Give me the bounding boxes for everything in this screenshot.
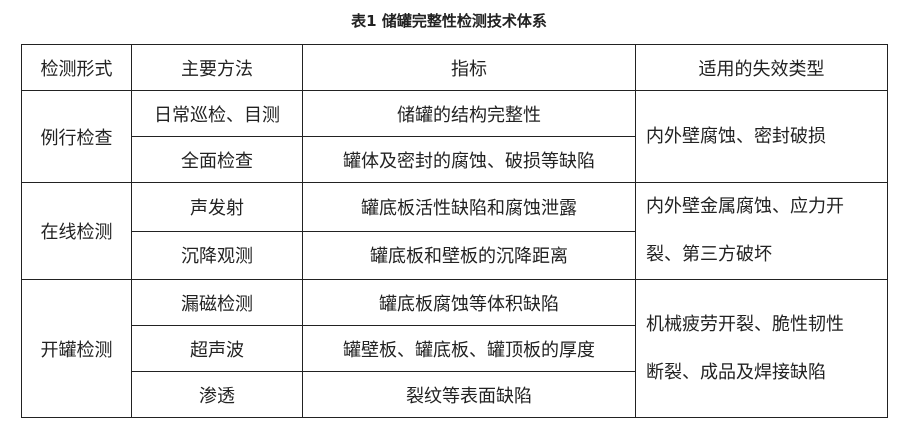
table-row: 全面检查 罐体及密封的腐蚀、破损等缺陷 [22, 136, 888, 183]
table-row: 开罐检测 漏磁检测 罐底板腐蚀等体积缺陷 机械疲劳开裂、脆性韧性 断裂、成品及焊接… [21, 279, 888, 418]
indicator-cell: 裂纹等表面缺陷 [302, 371, 636, 418]
table-row: 超声波 罐壁板、罐底板、罐顶板的厚度 [22, 325, 888, 372]
failure-cell: 内外壁腐蚀、密封破损 [635, 90, 888, 183]
table-row: 渗透 裂纹等表面缺陷 [22, 371, 888, 418]
table-caption: 表1 储罐完整性检测技术体系 [351, 12, 547, 30]
method-cell: 全面检查 [131, 136, 303, 183]
table-row: 沉降观测 罐底板和壁板的沉降距离 [22, 230, 888, 280]
failure-cell: 机械疲劳开裂、脆性韧性 断裂、成品及焊接缺陷 [635, 279, 888, 418]
header-cell: 检测形式 [21, 44, 132, 91]
form-cell: 例行检查 [21, 90, 132, 183]
method-cell: 日常巡检、目测 [131, 90, 303, 137]
failure-line: 内外壁腐蚀、密封破损 [646, 125, 826, 147]
inspection-system-table: 检测形式 主要方法 指标 适用的失效类型 例行检查 日常巡检、目测 储罐的结构完… [21, 44, 888, 418]
failure-line: 内外壁金属腐蚀、应力开 [646, 196, 844, 217]
failure-line: 机械疲劳开裂、脆性韧性 [646, 313, 844, 335]
header-cell: 指标 [302, 44, 636, 91]
form-cell: 开罐检测 [21, 279, 132, 418]
indicator-cell: 储罐的结构完整性 [302, 90, 636, 137]
failure-line: 裂、第三方破坏 [646, 244, 772, 265]
table-header-row: 检测形式 主要方法 指标 适用的失效类型 [21, 44, 888, 91]
form-cell: 在线检测 [21, 182, 132, 280]
method-cell: 渗透 [131, 371, 303, 418]
failure-line: 断裂、成品及焊接缺陷 [646, 361, 826, 383]
failure-cell: 内外壁金属腐蚀、应力开 裂、第三方破坏 [635, 182, 888, 280]
indicator-cell: 罐底板和壁板的沉降距离 [302, 230, 636, 280]
table-row: 在线检测 声发射 罐底板活性缺陷和腐蚀泄露 内外壁金属腐蚀、应力开 裂、第三方破坏 [21, 182, 888, 280]
indicator-cell: 罐体及密封的腐蚀、破损等缺陷 [302, 136, 636, 183]
method-cell: 超声波 [131, 325, 303, 372]
header-cell: 适用的失效类型 [635, 44, 888, 91]
indicator-cell: 罐底板腐蚀等体积缺陷 [302, 279, 636, 326]
method-cell: 沉降观测 [131, 230, 303, 280]
method-cell: 声发射 [131, 182, 303, 232]
indicator-cell: 罐壁板、罐底板、罐顶板的厚度 [302, 325, 636, 372]
table-row: 例行检查 日常巡检、目测 储罐的结构完整性 内外壁腐蚀、密封破损 [21, 90, 888, 183]
indicator-cell: 罐底板活性缺陷和腐蚀泄露 [302, 182, 636, 232]
header-cell: 主要方法 [131, 44, 303, 91]
method-cell: 漏磁检测 [131, 279, 303, 326]
